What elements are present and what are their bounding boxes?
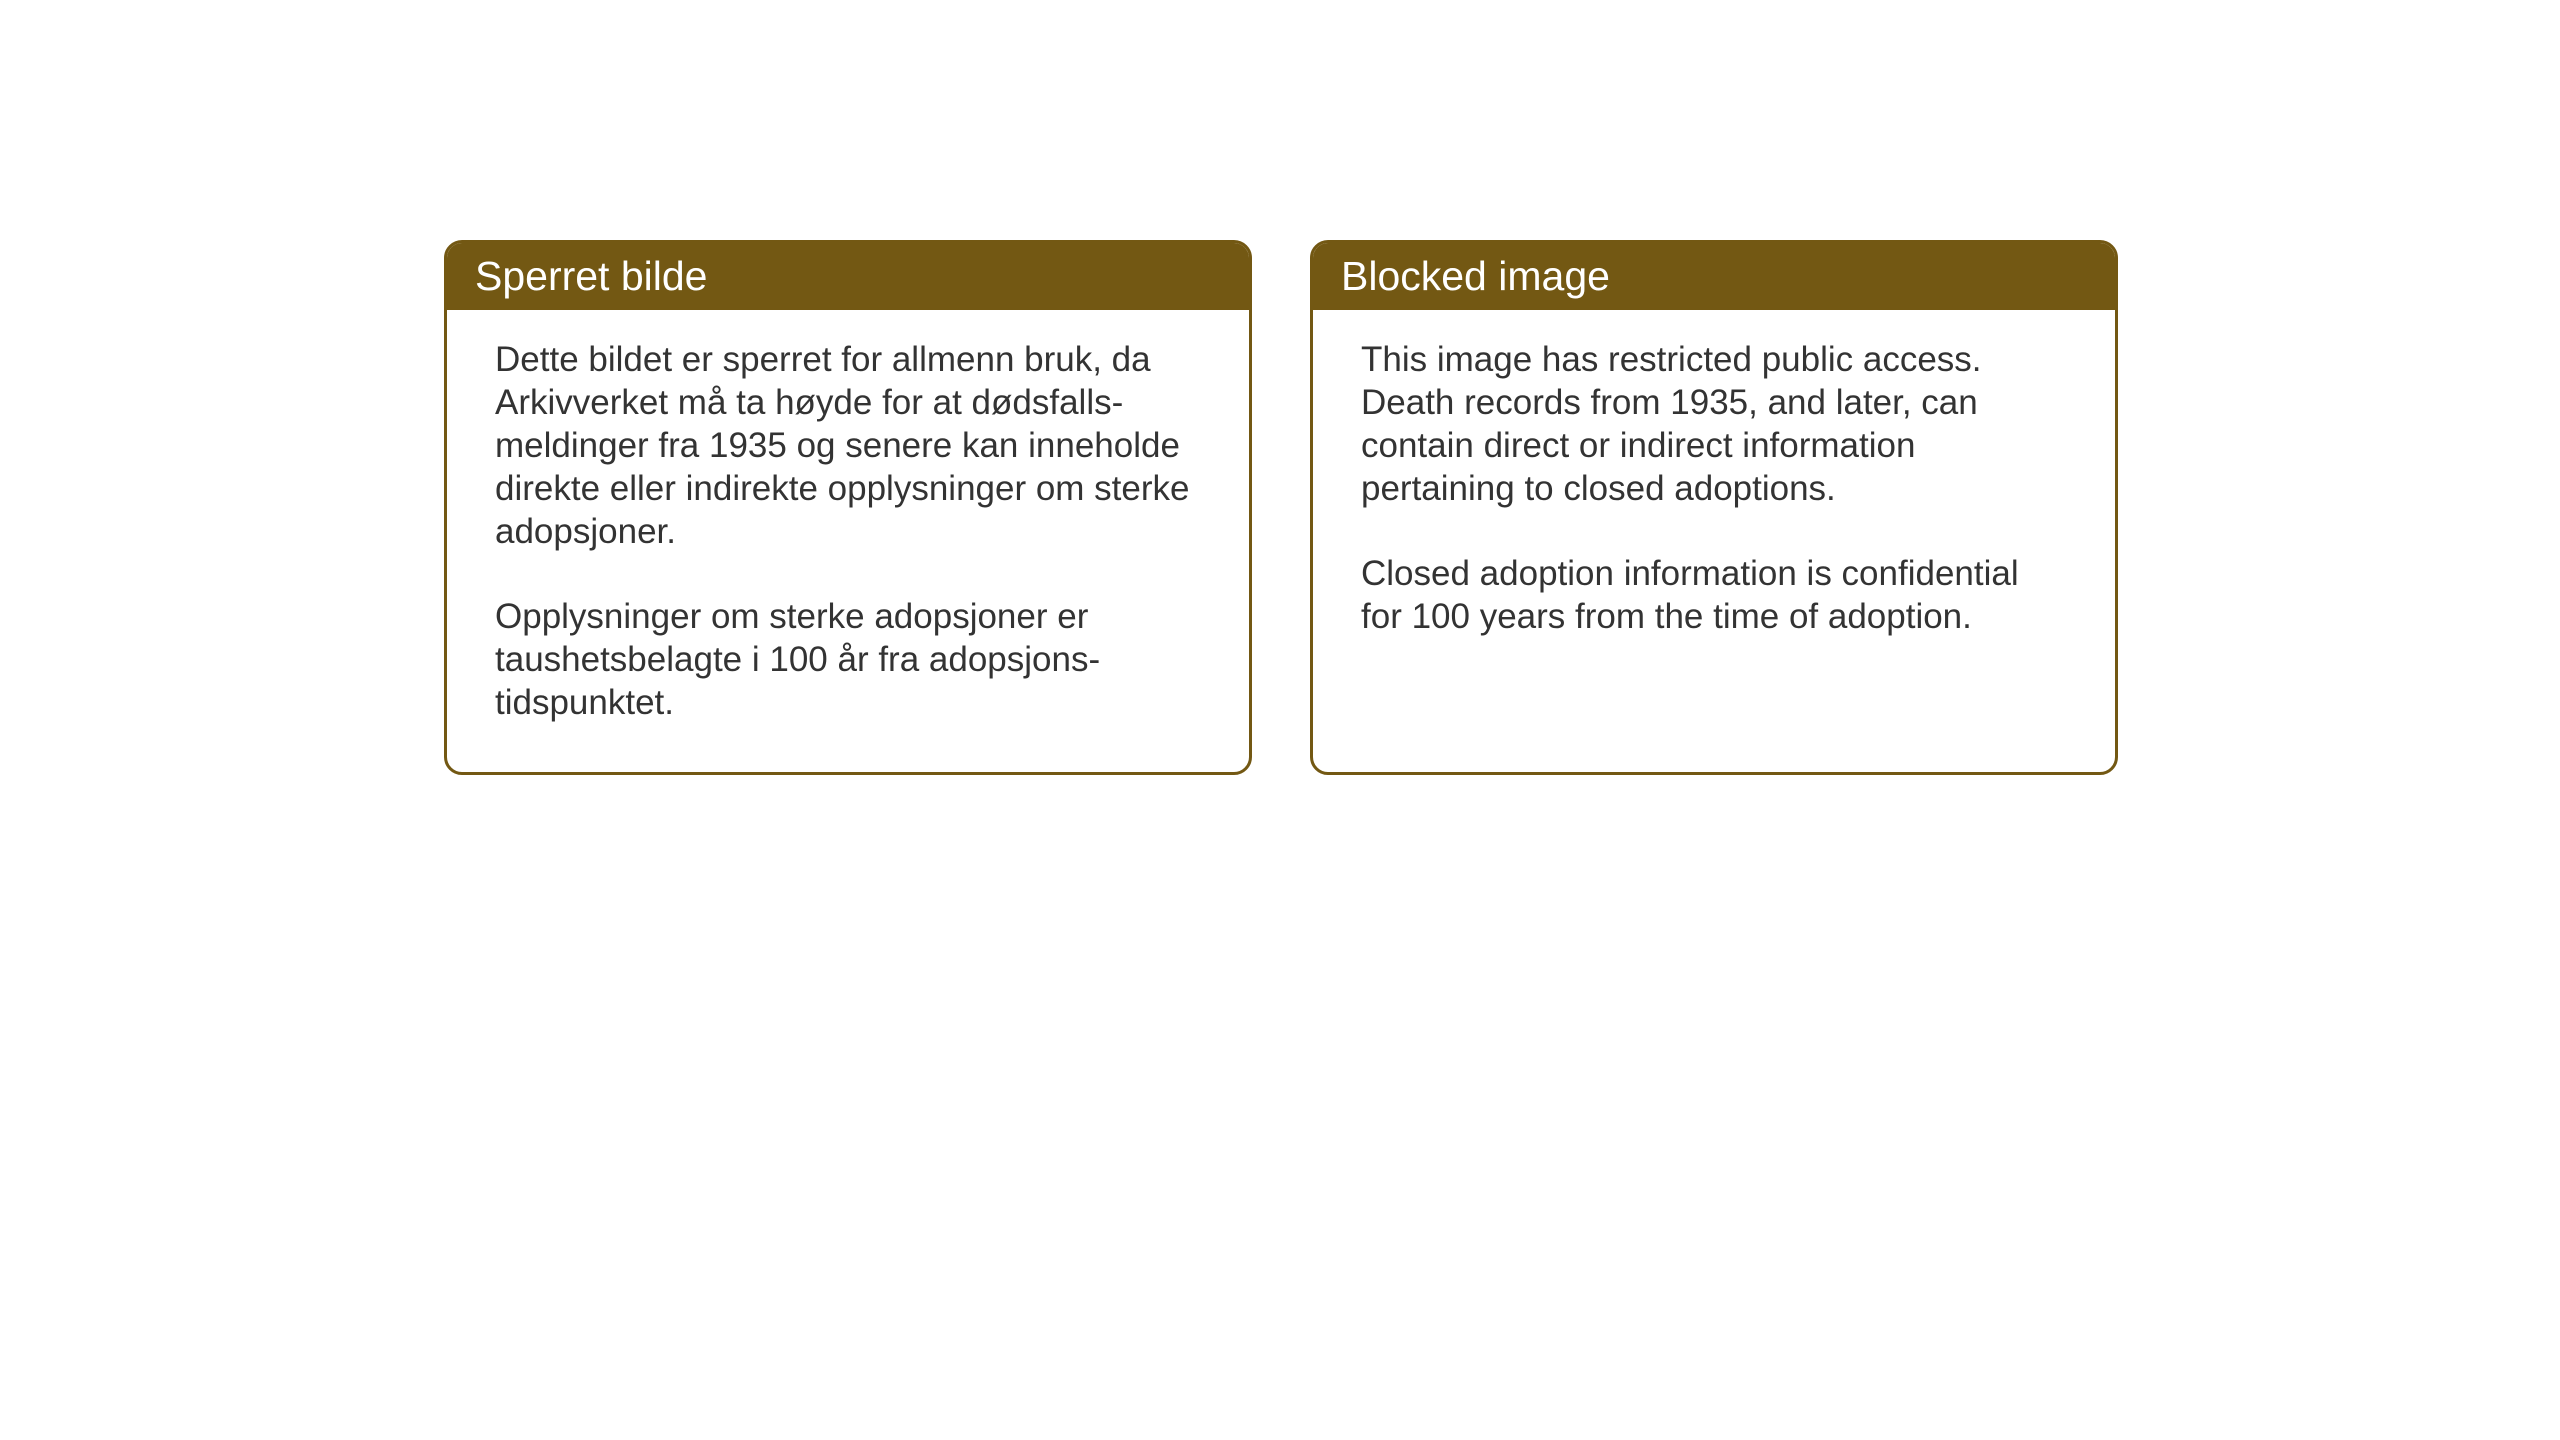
english-paragraph-1: This image has restricted public access.… xyxy=(1361,338,2067,510)
norwegian-paragraph-1: Dette bildet er sperret for allmenn bruk… xyxy=(495,338,1201,553)
english-card-body: This image has restricted public access.… xyxy=(1313,310,2115,686)
norwegian-card-body: Dette bildet er sperret for allmenn bruk… xyxy=(447,310,1249,772)
norwegian-paragraph-2: Opplysninger om sterke adopsjoner er tau… xyxy=(495,595,1201,724)
english-card-title: Blocked image xyxy=(1313,243,2115,310)
notice-container: Sperret bilde Dette bildet er sperret fo… xyxy=(444,240,2118,775)
norwegian-notice-card: Sperret bilde Dette bildet er sperret fo… xyxy=(444,240,1252,775)
english-notice-card: Blocked image This image has restricted … xyxy=(1310,240,2118,775)
norwegian-card-title: Sperret bilde xyxy=(447,243,1249,310)
english-paragraph-2: Closed adoption information is confident… xyxy=(1361,552,2067,638)
